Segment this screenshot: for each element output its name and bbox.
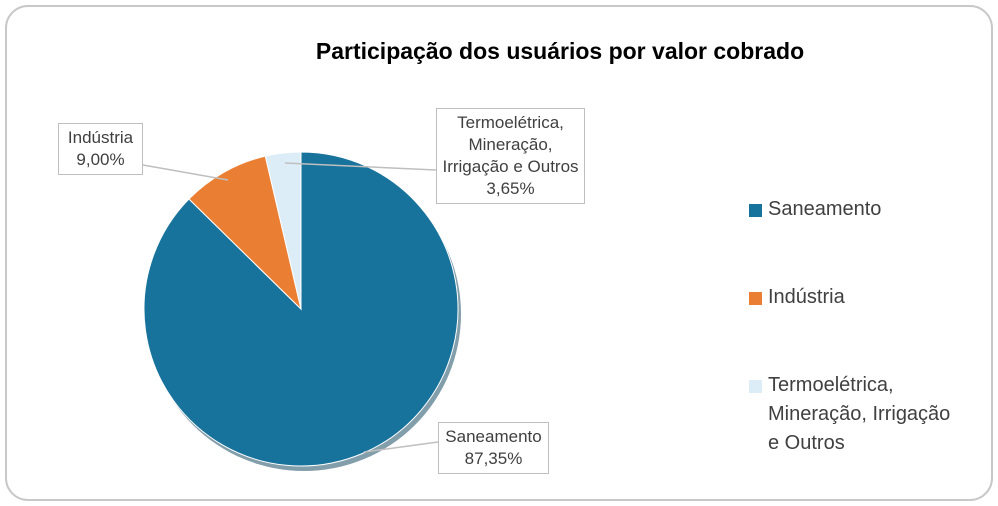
data-label: Saneamento 87,35% <box>438 422 549 474</box>
legend-label: Saneamento <box>768 198 882 220</box>
legend-swatch <box>749 292 762 305</box>
legend-label: Termoelétrica, Mineração, Irrigação e Ou… <box>768 374 951 454</box>
leader-line <box>363 441 439 453</box>
leader-line <box>142 164 229 181</box>
data-label-name: Saneamento <box>445 427 542 446</box>
data-label-value: 3,65% <box>486 179 535 198</box>
pie-slice <box>188 155 302 311</box>
chart-title: Participação dos usuários por valor cobr… <box>315 38 805 64</box>
leader-line <box>284 162 437 171</box>
legend-swatch <box>749 204 762 217</box>
data-label: Termoelétrica, Mineração, Irrigação e Ou… <box>436 108 585 204</box>
data-label: Indústria 9,00% <box>58 123 143 175</box>
pie-slice <box>264 151 302 310</box>
legend-label: Indústria <box>768 286 845 308</box>
data-label-value: 9,00% <box>76 150 125 169</box>
legend-swatch <box>749 380 762 393</box>
data-label-value: 87,35% <box>464 449 523 468</box>
data-label-name: Termoelétrica, Mineração, Irrigação e Ou… <box>442 113 579 176</box>
data-label-name: Indústria <box>67 128 134 147</box>
